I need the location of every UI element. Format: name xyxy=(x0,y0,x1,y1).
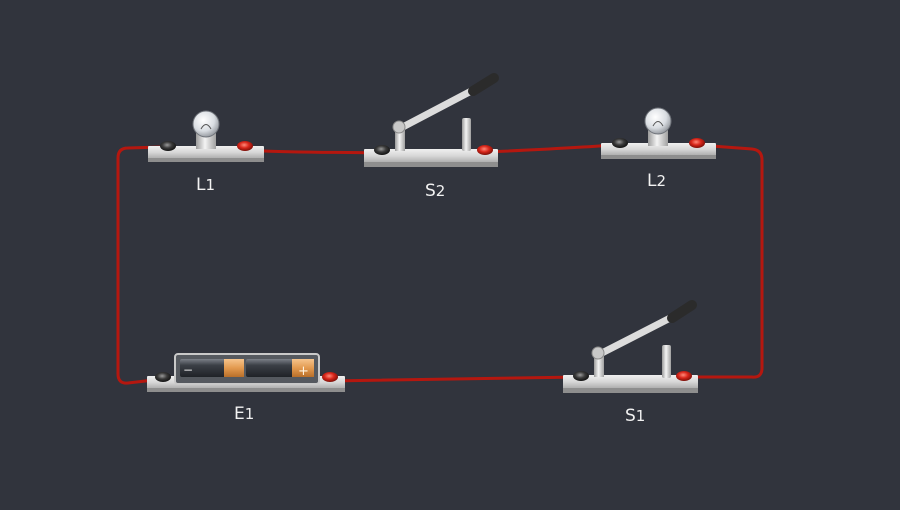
battery-base-shadow xyxy=(147,388,345,392)
battery-plus-sign: + xyxy=(298,364,309,379)
component-label-s2: S2 xyxy=(425,181,445,201)
wire-e1-l1[interactable] xyxy=(116,145,165,385)
terminal-black[interactable] xyxy=(374,145,390,155)
battery-band-left xyxy=(224,359,244,377)
battery-minus-sign: − xyxy=(183,363,193,377)
component-label-e1: E1 xyxy=(234,404,254,424)
switch-base xyxy=(563,375,698,389)
switch-s1[interactable]: S1 xyxy=(563,300,698,426)
switch-base-shadow xyxy=(364,162,498,167)
lamp-l1[interactable]: L1 xyxy=(148,110,264,195)
switch-handle[interactable] xyxy=(667,300,697,323)
bulb-filament xyxy=(200,124,212,130)
terminal-red[interactable] xyxy=(322,372,338,382)
battery-band-right xyxy=(292,359,314,377)
component-label-l2: L2 xyxy=(647,171,666,191)
switch-blade[interactable] xyxy=(395,84,481,133)
bulb-socket xyxy=(196,133,216,149)
wire-s2-l2[interactable] xyxy=(484,143,615,154)
terminal-black[interactable] xyxy=(573,371,589,381)
switch-base-shadow xyxy=(563,388,698,393)
switch-s2[interactable]: S2 xyxy=(364,73,499,201)
switch-base xyxy=(364,149,498,163)
hinge-pin xyxy=(591,346,605,360)
lamp-l2[interactable]: L2 xyxy=(601,107,716,191)
hinge-post xyxy=(395,128,405,151)
wire-s1-e1[interactable] xyxy=(328,375,582,383)
contact-post xyxy=(662,345,671,378)
component-label-l1: L1 xyxy=(196,175,215,195)
hinge-pin xyxy=(392,120,406,134)
wire-l2-s1[interactable] xyxy=(683,143,764,379)
terminal-black[interactable] xyxy=(612,138,628,148)
terminal-red[interactable] xyxy=(477,145,493,155)
lamp-base xyxy=(148,146,264,159)
bulb-filament xyxy=(652,121,664,127)
wires xyxy=(116,143,764,385)
terminal-red[interactable] xyxy=(676,371,692,381)
switch-blade[interactable] xyxy=(594,311,680,359)
component-label-s1: S1 xyxy=(625,406,645,426)
terminal-black[interactable] xyxy=(155,372,171,382)
bulb-socket xyxy=(648,130,668,146)
wire-l1-s2[interactable] xyxy=(244,148,378,155)
lamp-base-shadow xyxy=(148,158,264,162)
contact-post xyxy=(462,118,471,151)
switch-handle[interactable] xyxy=(468,73,499,96)
terminal-red[interactable] xyxy=(689,138,705,148)
hinge-post xyxy=(594,354,604,377)
terminal-black[interactable] xyxy=(160,141,176,151)
terminal-red[interactable] xyxy=(237,141,253,151)
battery-e1[interactable]: − + E1 xyxy=(147,353,345,424)
lamp-base xyxy=(601,143,716,156)
lamp-base-shadow xyxy=(601,155,716,159)
